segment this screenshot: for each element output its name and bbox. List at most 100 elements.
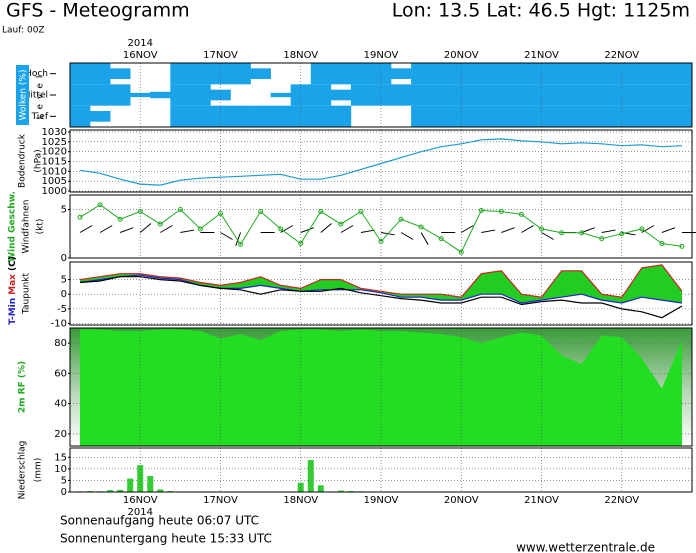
panel-frame (69, 194, 693, 259)
y-tick-label: -10 (51, 319, 67, 330)
cloud-cell (531, 63, 552, 85)
cloud-cell (671, 63, 693, 85)
cloud-cell (571, 63, 592, 85)
cloud-cell (591, 105, 613, 127)
temperature-range (80, 264, 682, 303)
cloud-cell (70, 63, 91, 85)
y-tick-label: 0 (61, 487, 67, 498)
x-tick-label-bottom: 22NOV (604, 495, 639, 506)
y-tick-label: 1010 (42, 166, 67, 177)
year-label-top: 2014 (127, 38, 152, 49)
wind-speed-point (278, 226, 284, 232)
cloud-cell (451, 84, 472, 106)
y-tick-label: 5 (61, 275, 67, 286)
wind-barb (79, 225, 93, 233)
y-tick-label: 1015 (42, 156, 67, 167)
cloud-cell (411, 84, 432, 106)
y-axis-unit: (hPa) (34, 149, 44, 172)
wind-speed-point (318, 208, 324, 214)
cloud-cell (651, 105, 673, 127)
panel-frame (69, 261, 693, 326)
cloud-cell (190, 63, 211, 85)
wind-speed-point (458, 249, 464, 255)
title: GFS - Meteogramm (6, 0, 190, 22)
cloud-cell (310, 84, 332, 106)
y-tick-label: 60 (54, 368, 67, 379)
cloud-cell (551, 84, 572, 106)
wind-barb (320, 223, 332, 233)
wind-barb (420, 232, 429, 245)
precip-bar (157, 489, 164, 492)
cloud-cell (130, 92, 151, 98)
wind-speed-point (539, 226, 545, 232)
cloud-cell (651, 84, 673, 106)
precip-bar (107, 490, 114, 492)
wind-barb (220, 232, 233, 240)
precip-bar (337, 490, 344, 492)
x-tick-label-bottom: 16NOV (123, 495, 158, 506)
wind-speed-point (197, 226, 203, 232)
cloud-cell (571, 84, 592, 106)
wind-barb (139, 223, 152, 233)
cloud-cell (511, 63, 532, 85)
y-tick-label: 80 (54, 338, 67, 349)
wind-speed-point (398, 216, 404, 222)
precip-bar (307, 460, 314, 492)
y-tick-label: 5 (61, 475, 67, 486)
wind-barb (661, 227, 676, 233)
cloud-cell (631, 63, 653, 85)
cloud-cell (350, 84, 372, 106)
cloud-cell (190, 105, 211, 127)
wind-barb (280, 225, 294, 233)
cloud-cell (531, 84, 552, 106)
precip-bar (117, 489, 124, 492)
cloud-cell (90, 63, 111, 85)
panel-frame (69, 62, 693, 128)
wind-speed-line (79, 204, 683, 253)
cloud-cell (170, 63, 191, 85)
wind-speed-point (77, 214, 83, 220)
legend-entry: Max (8, 274, 18, 295)
wind-speed-point (599, 236, 605, 242)
wind-speed-point (559, 230, 565, 236)
cloud-cell (411, 63, 432, 85)
cloud-cell (310, 105, 332, 127)
cloud-cell (571, 105, 592, 127)
cloud-cell (110, 84, 131, 106)
cloud-cell (391, 68, 412, 79)
precip-bar (147, 476, 154, 492)
y-tick-label: 10 (54, 464, 67, 475)
cloud-cell (210, 63, 231, 85)
wind-barb (400, 232, 414, 240)
cloud-cell (70, 105, 91, 127)
cloud-cell (671, 105, 693, 127)
x-tick-label-top: 19NOV (364, 50, 399, 61)
wind-barb (601, 229, 616, 233)
cloud-cell (451, 63, 472, 85)
temperature-line (79, 264, 683, 298)
cloud-cell (230, 63, 251, 85)
cloud-cell (190, 84, 211, 106)
run: Lauf: 00Z (2, 26, 45, 36)
x-tick-label-bottom: 18NOV (283, 495, 318, 506)
level-label: Level (36, 71, 46, 120)
wind-barb (180, 229, 195, 233)
panel-frame (69, 129, 693, 193)
wind-barb (235, 232, 242, 246)
level-name: Hoch (25, 69, 48, 79)
year-label-bottom: 2014 (127, 507, 152, 518)
level-name: Tief (31, 112, 49, 122)
y-tick-label: -5 (57, 304, 67, 315)
wind-speed-point (117, 216, 123, 222)
panel-frame (69, 447, 693, 493)
y-axis-label: Niederschlag (18, 441, 28, 500)
y-axis-label: T-Min Max (C) (8, 256, 18, 325)
wind-speed-point (157, 221, 163, 227)
cloud-cell (110, 68, 131, 79)
y-axis-label: Bodendruck (18, 133, 28, 188)
precip-bar (127, 478, 134, 492)
cloud-cell (611, 105, 633, 127)
wind-speed-point (177, 207, 183, 213)
y-tick-label: 0 (61, 289, 67, 300)
cloud-cell (551, 63, 572, 85)
